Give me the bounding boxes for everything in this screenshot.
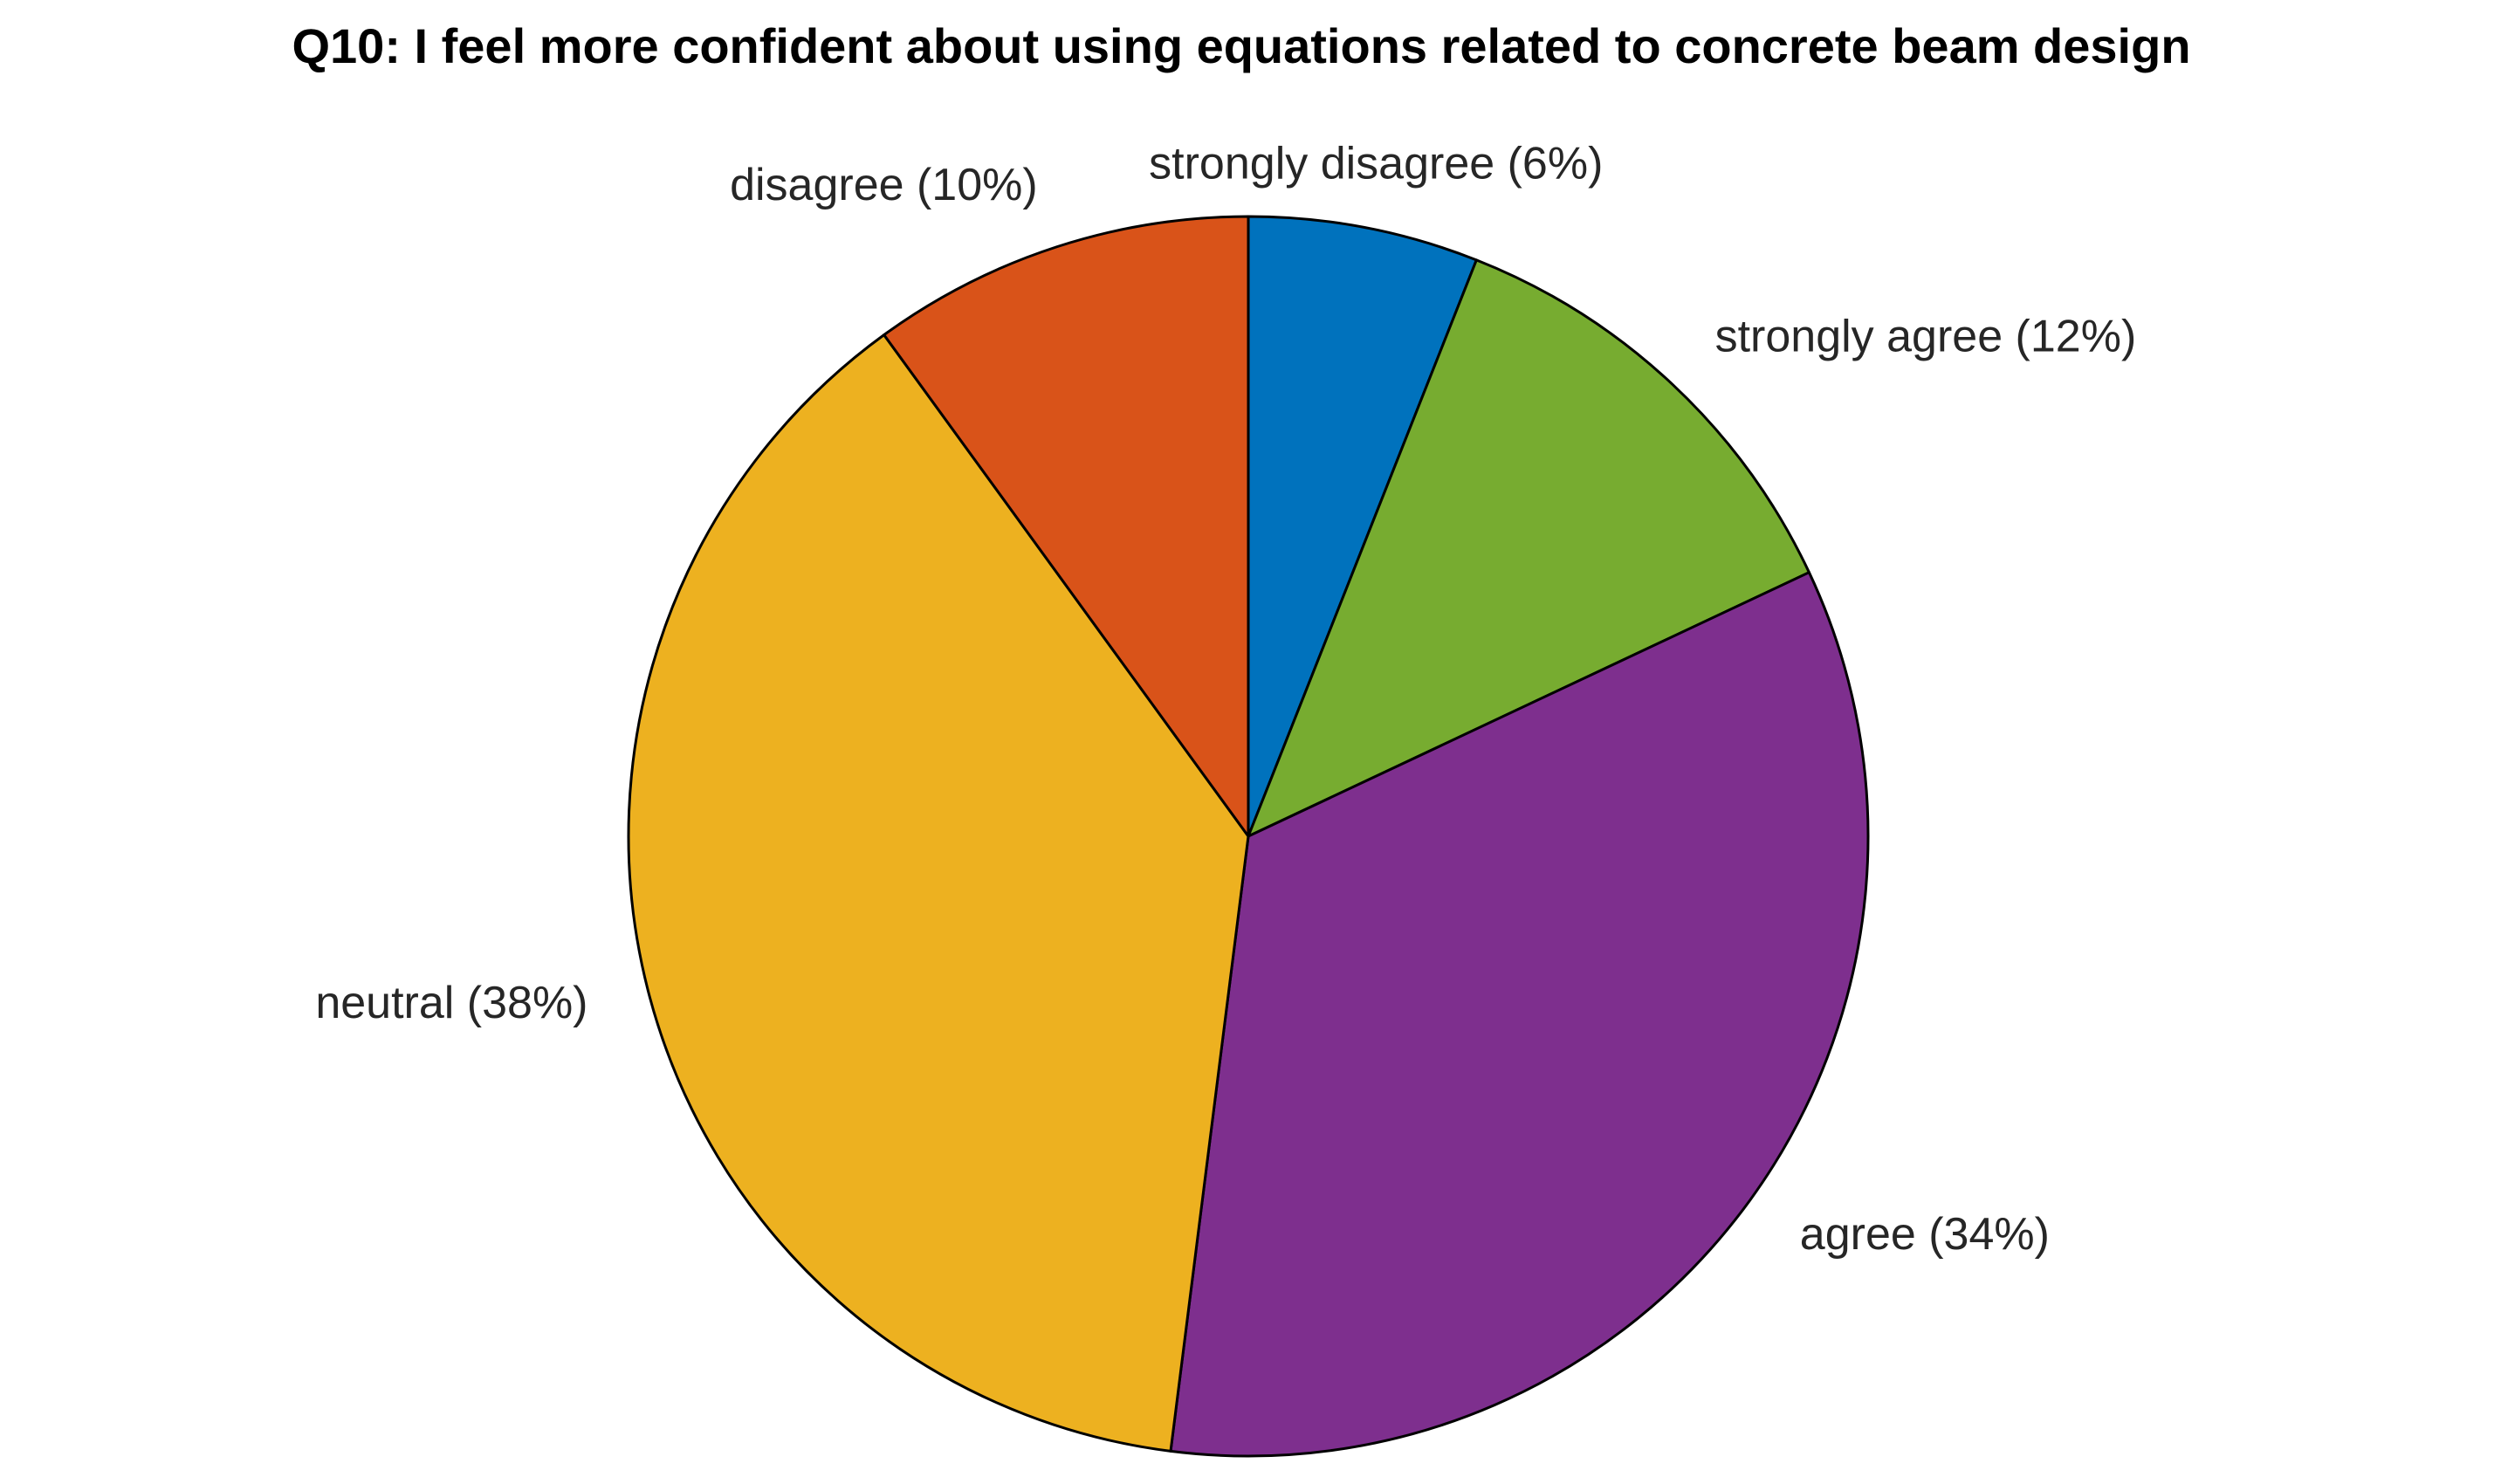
pie-label-strongly-disagree: strongly disagree (6%) xyxy=(1149,139,1603,189)
pie-slice-agree xyxy=(1169,571,1870,1458)
pie-slice-disagree xyxy=(883,215,1250,838)
pie-labels: strongly disagree (6%) strongly agree (12… xyxy=(315,139,2136,1260)
pie-label-neutral: neutral (38%) xyxy=(315,978,587,1028)
pie-label-agree: agree (34%) xyxy=(1800,1209,2050,1260)
chart-title: Q10: I feel more confident about using e… xyxy=(292,18,2190,73)
pie-slice-strongly-agree xyxy=(1247,258,1810,838)
pie-slices xyxy=(627,215,1870,1458)
pie-label-disagree: disagree (10%) xyxy=(730,160,1038,210)
pie-slice-strongly-disagree xyxy=(1247,215,1478,838)
pie-slice-neutral xyxy=(627,333,1250,1453)
pie-label-strongly-agree: strongly agree (12%) xyxy=(1715,311,2137,361)
